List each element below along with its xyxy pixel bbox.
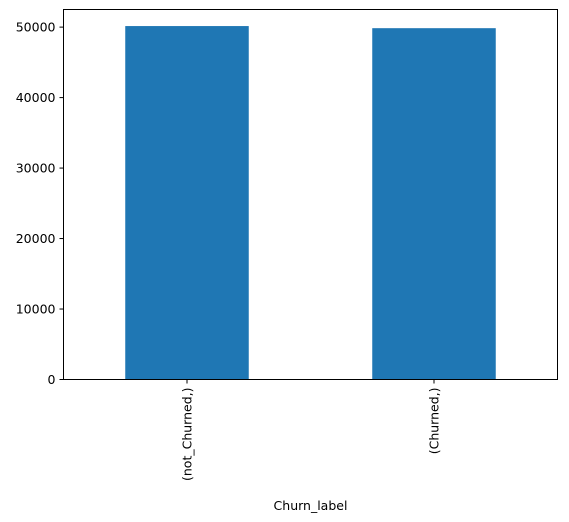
bars-layer <box>125 26 496 380</box>
y-tick-label: 50000 <box>16 20 56 35</box>
bar-1 <box>372 28 496 380</box>
bar-0 <box>125 26 249 380</box>
y-tick-label: 0 <box>48 372 56 387</box>
plot-frame <box>63 9 558 380</box>
y-tick-label: 40000 <box>16 90 56 105</box>
x-tick-label: (Churned,) <box>427 388 442 455</box>
y-tick-label: 20000 <box>16 231 56 246</box>
y-axis: 0 10000 20000 30000 40000 50000 <box>16 20 64 387</box>
y-tick-label: 30000 <box>16 161 56 176</box>
x-tick-label: (not_Churned,) <box>180 388 195 482</box>
x-axis: (not_Churned,) (Churned,) <box>180 379 442 482</box>
y-tick-label: 10000 <box>16 302 56 317</box>
x-axis-title: Churn_label <box>274 498 348 513</box>
